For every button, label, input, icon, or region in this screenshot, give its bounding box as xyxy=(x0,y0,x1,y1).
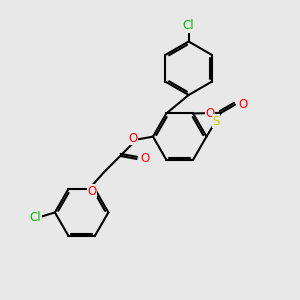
Text: O: O xyxy=(87,184,97,197)
Text: Cl: Cl xyxy=(29,211,41,224)
Text: Cl: Cl xyxy=(183,19,194,32)
Text: O: O xyxy=(239,98,248,111)
Text: O: O xyxy=(205,106,214,120)
Text: O: O xyxy=(140,152,150,165)
Text: S: S xyxy=(212,115,220,128)
Text: O: O xyxy=(128,132,138,145)
